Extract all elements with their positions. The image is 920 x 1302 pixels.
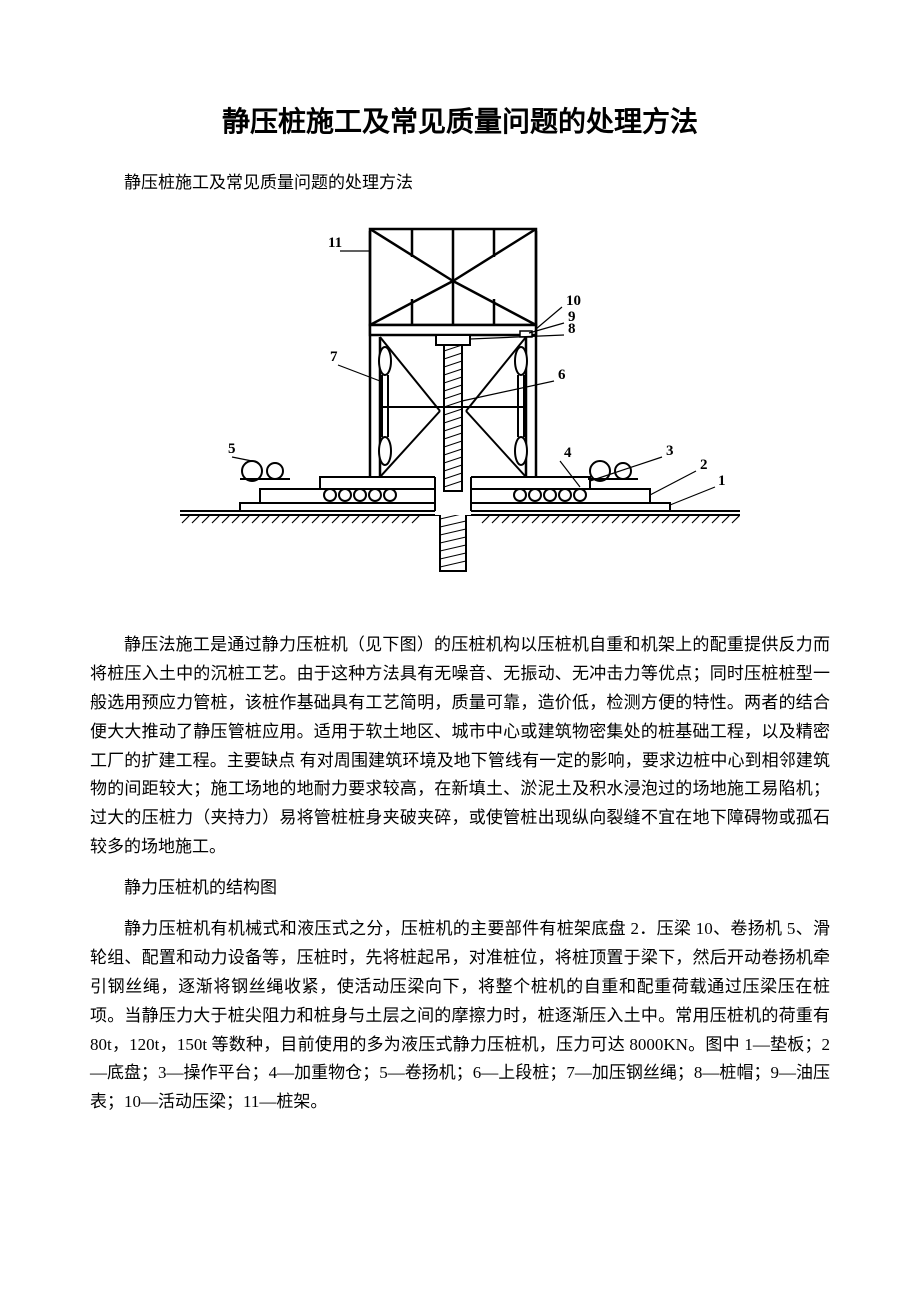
diagram-label-1: 1 [718,473,726,489]
diagram-label-4: 4 [564,445,572,461]
paragraph-2: 静力压桩机的结构图 [90,874,830,903]
diagram-label-10: 10 [566,293,581,309]
diagram-label-3: 3 [666,443,674,459]
paragraph-1: 静压法施工是通过静力压桩机（见下图）的压桩机构以压桩机自重和机架上的配重提供反力… [90,631,830,862]
diagram-label-2: 2 [700,457,708,473]
diagram-label-5: 5 [228,441,236,457]
page-title: 静压桩施工及常见质量问题的处理方法 [90,100,830,140]
diagram-label-7: 7 [330,349,338,365]
diagram-label-9: 9 [568,309,576,325]
paragraph-3: 静力压桩机有机械式和液压式之分，压桩机的主要部件有桩架底盘 2．压梁 10、卷扬… [90,915,830,1117]
document-page: 静压桩施工及常见质量问题的处理方法 静压桩施工及常见质量问题的处理方法 [0,0,920,1189]
page-subtitle: 静压桩施工及常见质量问题的处理方法 [90,168,830,193]
diagram-label-6: 6 [558,367,566,383]
pile-driver-diagram: 1234567891011 [180,211,740,611]
diagram-label-11: 11 [328,235,342,251]
